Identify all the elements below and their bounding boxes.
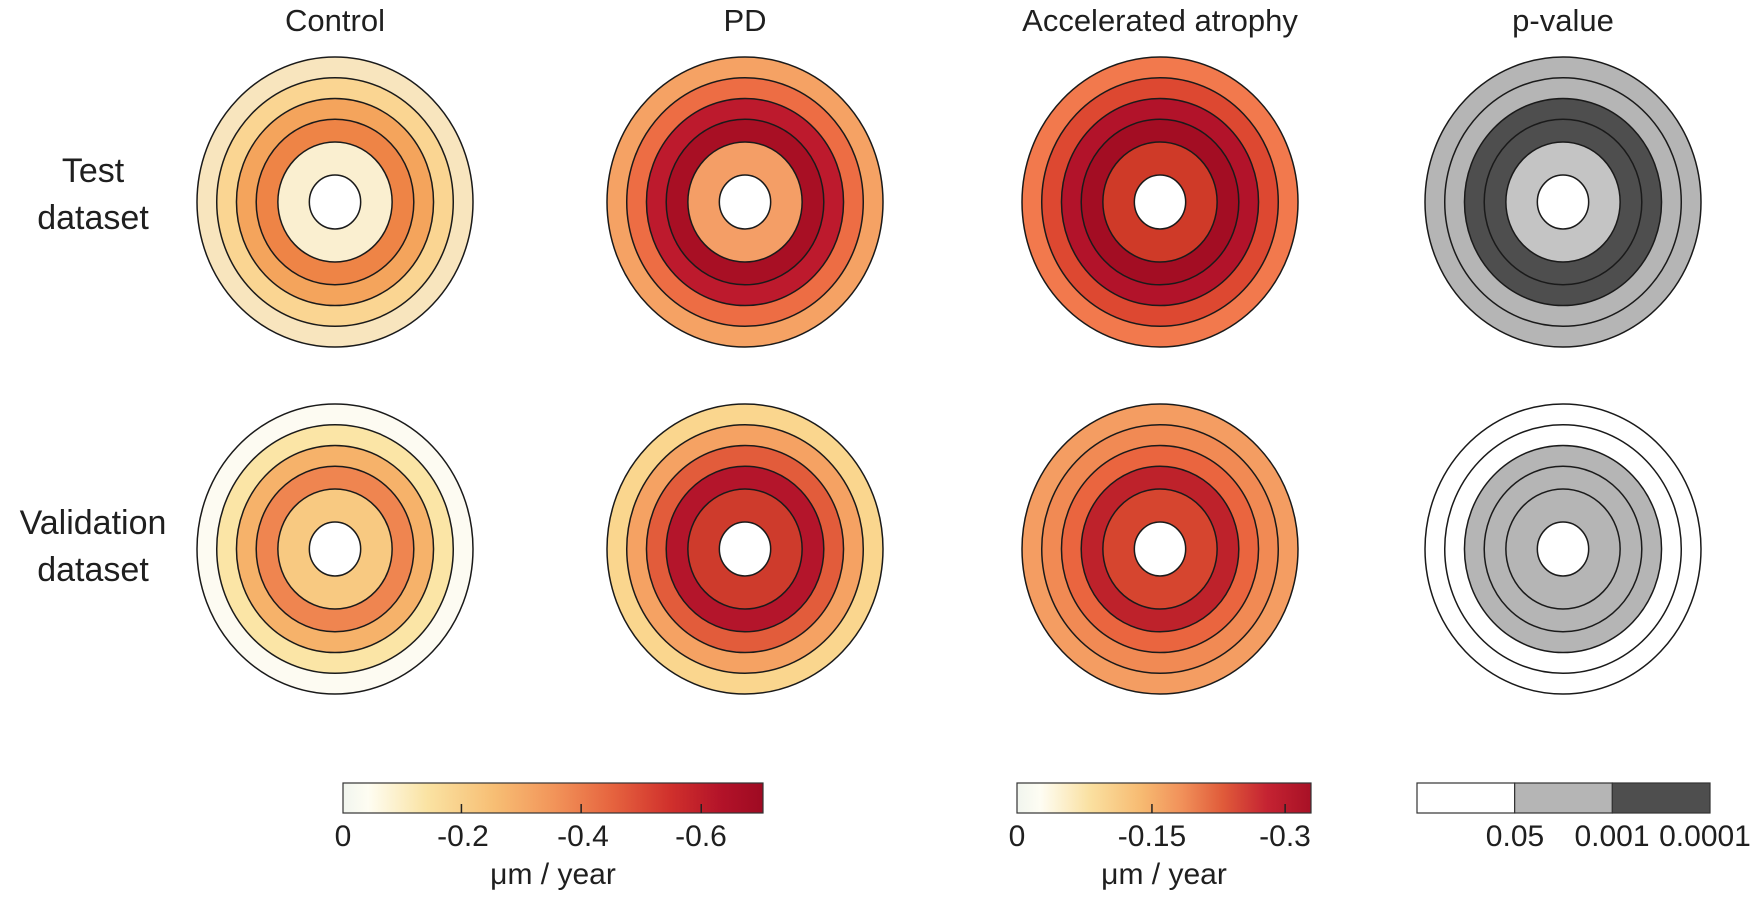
column-header-accelerated-atrophy: Accelerated atrophy	[1022, 3, 1298, 38]
row-label-test-dataset: Test dataset	[0, 148, 186, 242]
column-header-control: Control	[285, 3, 385, 38]
colorbar1-tick-06: -0.6	[675, 820, 727, 853]
p-value-segment	[1416, 782, 1516, 814]
column-header-pd: PD	[723, 3, 767, 38]
colorbar-um_year_short	[1016, 782, 1312, 814]
center-hole	[718, 174, 772, 230]
row-label-validation-line2: dataset	[37, 551, 149, 589]
ring-plot-test-accelerated-atrophy	[1021, 56, 1299, 348]
colorbar-p_value	[1416, 782, 1711, 814]
colorbar3-tick-00001: 0.0001	[1659, 820, 1750, 853]
colorbar1-tick-0: 0	[334, 820, 352, 853]
ring-plot-test-pd	[606, 56, 884, 348]
colorbar2-tick-015: -0.15	[1117, 820, 1187, 853]
center-hole	[1133, 521, 1187, 577]
center-hole	[1536, 521, 1590, 577]
colorbar2-unit-label: μm / year	[1101, 858, 1227, 891]
colorbar2-tick-03: -0.3	[1259, 820, 1311, 853]
colorbar3-tick-0001: 0.001	[1574, 820, 1650, 853]
colorbar1-tick-02: -0.2	[437, 820, 489, 853]
colorbar3-tick-005: 0.05	[1485, 820, 1545, 853]
ring-plot-validation-pd	[606, 403, 884, 695]
center-hole	[718, 521, 772, 577]
colorbar1-tick-04: -0.4	[557, 820, 609, 853]
center-hole	[1536, 174, 1590, 230]
row-label-validation-dataset: Validation dataset	[0, 500, 186, 594]
center-hole	[308, 521, 362, 577]
ring-plot-validation-control	[196, 403, 474, 695]
ring-plot-validation-accelerated-atrophy	[1021, 403, 1299, 695]
center-hole	[308, 174, 362, 230]
colorbar1-unit-label: μm / year	[490, 858, 616, 891]
ring-plot-test-p-value	[1424, 56, 1702, 348]
p-value-segment	[1611, 782, 1711, 814]
row-label-validation-line1: Validation	[19, 504, 167, 542]
row-label-test-line1: Test	[61, 152, 125, 190]
ring-plot-validation-p-value	[1424, 403, 1702, 695]
colorbar-gradient-bar	[1016, 782, 1312, 814]
colorbar2-tick-0: 0	[1008, 820, 1026, 853]
center-hole	[1133, 174, 1187, 230]
colorbar-gradient-bar	[342, 782, 764, 814]
colorbar-um_year_long	[342, 782, 764, 814]
p-value-segment	[1514, 782, 1613, 814]
row-label-test-line2: dataset	[37, 199, 149, 237]
column-header-p-value: p-value	[1512, 3, 1614, 38]
ring-plot-test-control	[196, 56, 474, 348]
